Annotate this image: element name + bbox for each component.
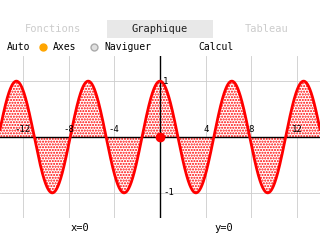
- Text: 4: 4: [203, 125, 208, 134]
- Text: Calcul: Calcul: [198, 42, 234, 52]
- Text: 1: 1: [163, 77, 169, 86]
- Text: Naviguer: Naviguer: [104, 42, 151, 52]
- Text: -12: -12: [15, 125, 31, 134]
- Text: 8: 8: [249, 125, 254, 134]
- Text: Auto: Auto: [6, 42, 30, 52]
- Text: Tableau: Tableau: [245, 24, 289, 34]
- Text: -8: -8: [63, 125, 74, 134]
- Bar: [283, 4, 310, 16]
- Text: FONCTIONS: FONCTIONS: [128, 4, 192, 17]
- Text: x=0: x=0: [71, 223, 89, 233]
- Text: Axes: Axes: [53, 42, 76, 52]
- Text: -4: -4: [109, 125, 120, 134]
- Bar: [285, 6, 298, 14]
- Text: rad: rad: [10, 5, 28, 15]
- Text: 12: 12: [292, 125, 302, 134]
- Bar: [310, 7, 314, 13]
- Text: Graphique: Graphique: [132, 24, 188, 34]
- Text: Fonctions: Fonctions: [25, 24, 82, 34]
- Text: y=0: y=0: [215, 223, 233, 233]
- Text: -1: -1: [163, 188, 174, 197]
- Bar: [107, 20, 213, 38]
